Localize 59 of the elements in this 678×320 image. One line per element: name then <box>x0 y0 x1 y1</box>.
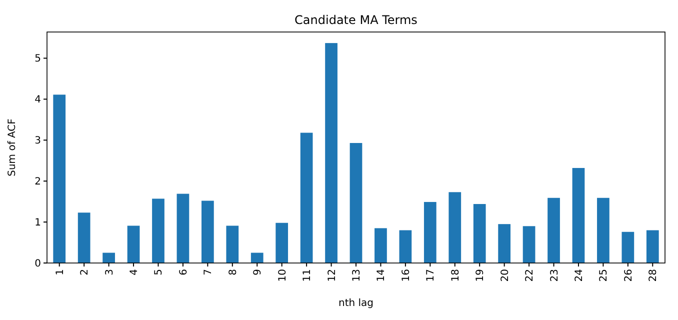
bar <box>350 142 362 263</box>
x-tick-label: 8 <box>228 269 239 276</box>
x-tick-label: 26 <box>623 269 634 282</box>
bar <box>78 212 90 263</box>
bar <box>473 204 486 263</box>
bar <box>226 226 239 263</box>
bar <box>572 168 585 263</box>
bar <box>300 132 313 263</box>
x-tick-label: 4 <box>129 269 140 276</box>
bar <box>276 222 288 263</box>
bar <box>646 230 659 263</box>
x-tick-label: 10 <box>277 269 288 282</box>
y-axis-title: Sum of ACF <box>7 118 18 176</box>
bar <box>325 43 338 263</box>
bar <box>102 252 115 263</box>
bar <box>176 194 190 263</box>
x-tick-label: 24 <box>574 269 585 282</box>
bar <box>548 198 560 263</box>
bar <box>53 94 66 263</box>
bar <box>152 198 164 263</box>
x-tick-label: 3 <box>104 269 116 276</box>
x-tick-label: 22 <box>524 269 536 282</box>
bar <box>448 192 462 263</box>
y-tick-label: 5 <box>34 54 41 65</box>
bar <box>622 232 634 263</box>
y-tick-label: 4 <box>34 94 41 106</box>
bar <box>374 228 387 263</box>
bar <box>424 202 436 263</box>
x-tick-label: 11 <box>302 269 314 282</box>
chart-title: Candidate MA Terms <box>294 13 418 27</box>
x-tick-label: 19 <box>475 269 486 282</box>
x-tick-label: 5 <box>154 269 165 276</box>
x-tick-label: 6 <box>178 269 190 276</box>
y-tick-label: 1 <box>34 218 41 229</box>
bar <box>127 226 140 263</box>
x-tick-label: 20 <box>500 269 511 282</box>
x-tick-label: 18 <box>450 269 462 282</box>
y-tick-label: 0 <box>34 258 41 270</box>
bar <box>202 200 214 263</box>
bar <box>250 252 264 263</box>
x-tick-label: 7 <box>203 269 214 276</box>
bar <box>597 198 610 263</box>
y-tick-label: 3 <box>34 136 41 147</box>
x-tick-label: 2 <box>80 269 91 276</box>
x-tick-label: 23 <box>549 269 560 282</box>
x-tick-label: 12 <box>326 269 338 282</box>
x-tick-label: 25 <box>598 269 610 282</box>
x-axis-title: nth lag <box>338 298 374 309</box>
bar <box>498 224 510 263</box>
x-tick-label: 13 <box>352 269 362 282</box>
x-tick-label: 14 <box>376 269 388 282</box>
x-tick-label: 9 <box>252 269 264 276</box>
x-tick-label: 1 <box>54 269 66 276</box>
x-tick-label: 16 <box>400 269 412 282</box>
x-tick-label: 28 <box>648 269 660 282</box>
bar <box>522 226 536 263</box>
x-tick-label: 17 <box>426 269 437 282</box>
bar <box>399 230 412 263</box>
y-tick-label: 2 <box>34 176 41 188</box>
